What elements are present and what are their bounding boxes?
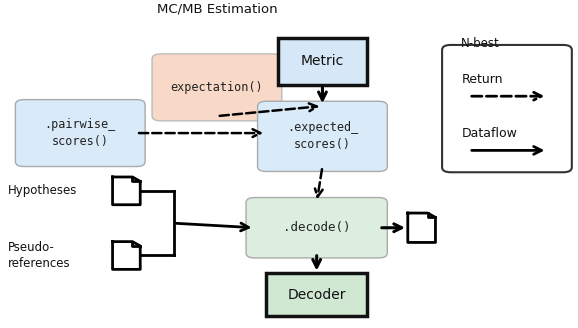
- FancyBboxPatch shape: [16, 100, 145, 167]
- Polygon shape: [113, 177, 140, 205]
- FancyBboxPatch shape: [278, 38, 367, 85]
- FancyBboxPatch shape: [266, 274, 367, 316]
- Text: MC/MB Estimation: MC/MB Estimation: [157, 3, 277, 15]
- Polygon shape: [408, 213, 435, 242]
- Text: Metric: Metric: [301, 54, 344, 68]
- Text: Dataflow: Dataflow: [462, 127, 518, 140]
- Text: .pairwise_
scores(): .pairwise_ scores(): [45, 118, 116, 148]
- Text: Return: Return: [462, 73, 503, 86]
- Text: Hypotheses: Hypotheses: [8, 184, 77, 197]
- Polygon shape: [113, 242, 140, 269]
- FancyBboxPatch shape: [442, 45, 572, 172]
- Text: Decoder: Decoder: [287, 288, 346, 302]
- Text: Pseudo-
references: Pseudo- references: [8, 241, 71, 270]
- Text: N-best: N-best: [461, 37, 499, 50]
- FancyBboxPatch shape: [258, 101, 387, 172]
- FancyBboxPatch shape: [246, 197, 387, 258]
- Text: .decode(): .decode(): [283, 221, 350, 234]
- Text: expectation(): expectation(): [171, 81, 263, 94]
- Text: .expected_
scores(): .expected_ scores(): [287, 121, 358, 151]
- FancyBboxPatch shape: [152, 54, 282, 121]
